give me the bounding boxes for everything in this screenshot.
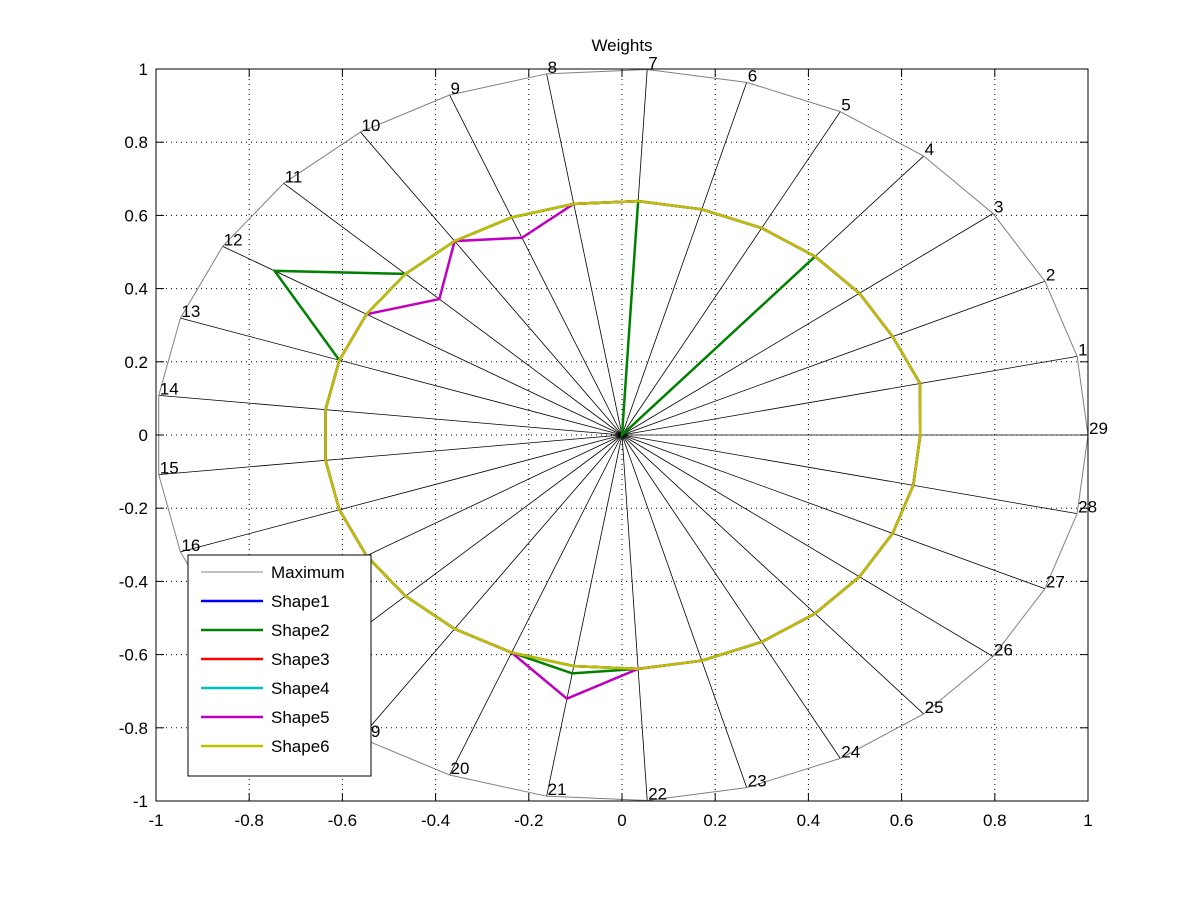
spoke-line [621, 434, 924, 715]
chart-title: Weights [591, 36, 652, 55]
x-tick-label: -0.4 [421, 811, 450, 830]
spoke-label: 10 [361, 116, 380, 135]
y-tick-label: 0.4 [124, 280, 148, 299]
spoke-label: 1 [1078, 340, 1087, 359]
spoke-line [180, 317, 623, 436]
spoke-label: 21 [548, 780, 567, 799]
axis-ticks: -1 -0.8 -0.6 -0.4 -0.2 0 0.2 0.4 0.6 0.8 110.80.60… [119, 60, 1093, 830]
spoke-label: 13 [181, 302, 200, 321]
spoke-label: 28 [1078, 498, 1097, 517]
x-tick-label: 0.2 [703, 811, 727, 830]
x-tick-label: 0.8 [983, 811, 1007, 830]
spoke-line [621, 355, 1078, 436]
legend-label: Shape3 [271, 650, 330, 669]
legend-label: Shape6 [271, 737, 330, 756]
x-tick-label: -0.2 [514, 811, 543, 830]
y-tick-label: -0.4 [119, 572, 148, 591]
x-tick-label: -1 [148, 811, 163, 830]
spoke-line [360, 434, 623, 739]
spokes [158, 69, 1088, 801]
spoke-line [621, 213, 994, 436]
spoke-line [546, 434, 623, 797]
y-tick-label: -1 [133, 792, 148, 811]
legend-label: Shape4 [271, 679, 330, 698]
spoke-line [621, 434, 748, 788]
x-tick-label: 0 [617, 811, 626, 830]
spoke-label: 6 [748, 66, 757, 85]
legend: Maximum Shape1 Shape2 Shape3 Shape4 Shape5 Sha… [187, 554, 372, 777]
spoke-label: 22 [648, 784, 667, 803]
x-tick-label: -0.8 [235, 811, 264, 830]
spoke-line [180, 434, 623, 553]
spoke-line [360, 131, 623, 436]
spoke-line [449, 94, 623, 436]
spoke-label: 4 [925, 140, 934, 159]
spoke-label: 27 [1046, 573, 1065, 592]
spoke-label: 20 [451, 759, 470, 778]
y-tick-label: 0 [139, 426, 148, 445]
x-tick-label: -0.6 [328, 811, 357, 830]
spoke-label: 15 [160, 459, 179, 478]
y-tick-label: 0.8 [124, 133, 148, 152]
y-tick-label: 1 [139, 60, 148, 79]
spoke-line [449, 434, 623, 776]
spoke-label: 3 [994, 198, 1003, 217]
legend-label: Shape2 [271, 621, 330, 640]
spoke-label: 29 [1089, 419, 1108, 438]
spoke-line [222, 245, 623, 436]
y-tick-label: 0.6 [124, 206, 148, 225]
spoke-label: 7 [648, 54, 657, 73]
spoke-label: 12 [224, 230, 243, 249]
series-line-shape6 [324, 199, 922, 671]
spoke-label: 8 [548, 58, 557, 77]
spoke-label: 14 [160, 379, 179, 398]
legend-label: Shape1 [271, 592, 330, 611]
spoke-line [283, 182, 623, 436]
spoke-label: 16 [181, 536, 200, 555]
x-tick-label: 0.4 [797, 811, 821, 830]
spoke-line [621, 434, 994, 657]
y-tick-label: -0.6 [119, 646, 148, 665]
spoke-line [621, 82, 748, 436]
x-tick-label: 1 [1083, 811, 1092, 830]
spoke-label: 9 [451, 79, 460, 98]
legend-label: Shape5 [271, 708, 330, 727]
legend-label: Maximum [271, 563, 345, 582]
y-tick-label: -0.2 [119, 499, 148, 518]
x-tick-label: 0.6 [890, 811, 914, 830]
spoke-line [546, 73, 623, 436]
spoke-label: 11 [285, 167, 303, 186]
spoke-label: 23 [748, 772, 767, 791]
series-line-maximum [158, 69, 1089, 801]
spoke-line [621, 434, 1078, 515]
spoke-line [621, 434, 1046, 590]
spoke-line [621, 280, 1046, 436]
spoke-label: 26 [994, 640, 1013, 659]
y-tick-label: 0.2 [124, 353, 148, 372]
spoke-label: 24 [841, 742, 860, 761]
spoke-label: 5 [841, 96, 850, 115]
spoke-line [621, 111, 841, 436]
spoke-line [158, 434, 623, 475]
spoke-label: 25 [925, 698, 944, 717]
spoke-line [621, 434, 648, 801]
y-tick-label: -0.8 [119, 719, 148, 738]
spoke-line [621, 434, 841, 759]
legend-box [187, 554, 372, 777]
spoke-line [158, 395, 623, 436]
series-lines [158, 69, 1089, 801]
spoke-label: 2 [1046, 265, 1055, 284]
